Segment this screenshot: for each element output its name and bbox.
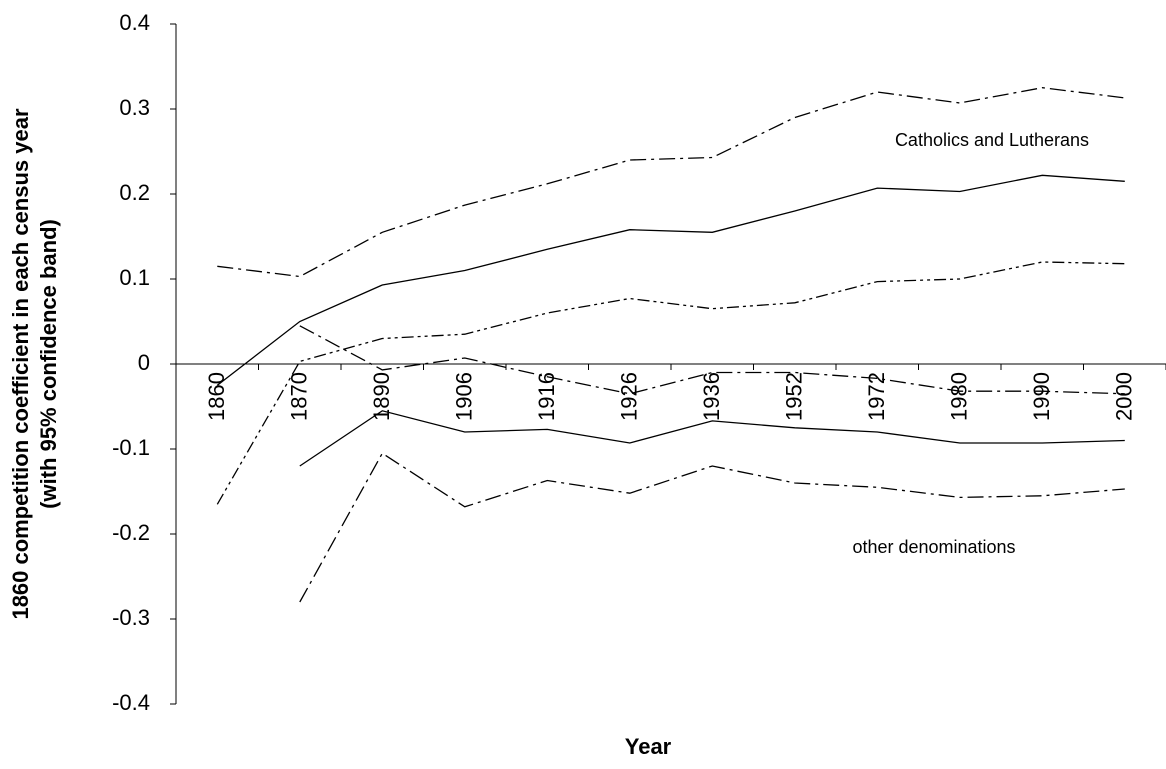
- x-axis-title: Year: [625, 734, 672, 759]
- annotation: Catholics and Lutherans: [895, 130, 1089, 150]
- y-axis-title: 1860 competition coefficient in each cen…: [8, 108, 33, 620]
- x-tick-label: 1916: [534, 372, 559, 421]
- x-tick-label: 1906: [452, 372, 477, 421]
- series-line: [299, 325, 1125, 395]
- series-line: [217, 87, 1125, 278]
- series-line: [299, 410, 1125, 467]
- y-tick-label: -0.3: [112, 605, 150, 630]
- x-tick-label: 2000: [1112, 372, 1137, 421]
- x-tick-label: 1926: [617, 372, 642, 421]
- annotation: other denominations: [852, 537, 1015, 557]
- y-tick-label: 0.1: [119, 265, 150, 290]
- x-tick-label: 1952: [782, 372, 807, 421]
- x-tick-label: 1936: [699, 372, 724, 421]
- x-tick-label: 1990: [1029, 372, 1054, 421]
- x-tick-label: 1972: [864, 372, 889, 421]
- series-line: [299, 452, 1125, 603]
- x-tick-label: 1890: [369, 372, 394, 421]
- x-tick-label: 1980: [947, 372, 972, 421]
- x-tick-label: 1870: [287, 372, 312, 421]
- y-tick-label: 0: [138, 350, 150, 375]
- y-tick-label: 0.4: [119, 10, 150, 35]
- y-tick-label: -0.1: [112, 435, 150, 460]
- series-line: [216, 174, 1125, 386]
- y-tick-label: 0.2: [119, 180, 150, 205]
- y-axis-title: (with 95% confidence band): [36, 219, 61, 509]
- y-tick-label: 0.3: [119, 95, 150, 120]
- y-tick-label: -0.2: [112, 520, 150, 545]
- series-line: [216, 261, 1125, 505]
- y-tick-label: -0.4: [112, 690, 150, 715]
